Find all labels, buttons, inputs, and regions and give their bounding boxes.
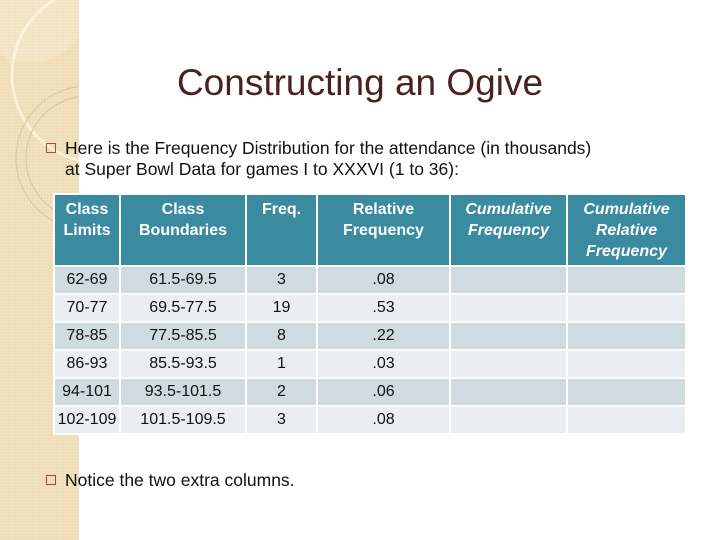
- header-text: Cumulative: [465, 201, 552, 218]
- cell-relative-frequency: .03: [316, 349, 451, 379]
- cell-class-limits: 94-101: [53, 377, 121, 407]
- cell-relative-frequency: .06: [316, 377, 451, 407]
- cell-cumulative-frequency: [449, 321, 568, 351]
- cell-cumulative-frequency: [449, 293, 568, 323]
- hollow-square-bullet-icon: [46, 475, 56, 485]
- header-relative-frequency: Relative Frequency: [316, 193, 451, 267]
- cell-class-boundaries: 101.5-109.5: [119, 405, 247, 435]
- cell-cumulative-relative-frequency: [566, 349, 687, 379]
- bullet-intro-text: Here is the Frequency Distribution for t…: [65, 138, 591, 180]
- header-text: Freq.: [261, 201, 302, 218]
- cell-class-boundaries: 61.5-69.5: [119, 265, 247, 295]
- cell-cumulative-frequency: [449, 265, 568, 295]
- header-text: Boundaries: [138, 222, 227, 239]
- cell-relative-frequency: .22: [316, 321, 451, 351]
- header-text: Relative: [595, 222, 658, 239]
- header-cumulative-frequency: Cumulative Frequency: [449, 193, 568, 267]
- table-row: 86-93 85.5-93.5 1 .03: [53, 349, 687, 379]
- header-text: Class: [65, 201, 109, 218]
- cell-class-boundaries: 77.5-85.5: [119, 321, 247, 351]
- table-row: 70-77 69.5-77.5 19 .53: [53, 293, 687, 323]
- header-text: Relative: [352, 201, 415, 218]
- header-class-boundaries: Class Boundaries: [119, 193, 247, 267]
- header-text: Class: [161, 201, 205, 218]
- hollow-square-bullet-icon: [46, 143, 56, 153]
- cell-freq: 19: [245, 293, 318, 323]
- bullet-intro-line1: Here is the Frequency Distribution for t…: [65, 138, 592, 158]
- cell-freq: 8: [245, 321, 318, 351]
- cell-cumulative-relative-frequency: [566, 377, 687, 407]
- cell-class-boundaries: 93.5-101.5: [119, 377, 247, 407]
- header-text: Frequency: [343, 222, 424, 239]
- header-text: Frequency: [468, 222, 549, 239]
- cell-freq: 3: [245, 405, 318, 435]
- bullet-intro-line2: at Super Bowl Data for games I to XXXVI …: [65, 159, 459, 179]
- cell-cumulative-relative-frequency: [566, 405, 687, 435]
- table-row: 94-101 93.5-101.5 2 .06: [53, 377, 687, 407]
- table-row: 102-109 101.5-109.5 3 .08: [53, 405, 687, 435]
- cell-cumulative-relative-frequency: [566, 293, 687, 323]
- cell-class-limits: 70-77: [53, 293, 121, 323]
- header-class-limits: Class Limits: [53, 193, 121, 267]
- table-header-row: Class Limits Class Boundaries Freq. Relati…: [53, 193, 687, 267]
- header-text: Cumulative: [583, 201, 670, 218]
- slide-title-text: Constructing an Ogive: [176, 62, 544, 103]
- cell-class-boundaries: 85.5-93.5: [119, 349, 247, 379]
- cell-cumulative-relative-frequency: [566, 321, 687, 351]
- cell-class-limits: 78-85: [53, 321, 121, 351]
- cell-relative-frequency: .08: [316, 405, 451, 435]
- cell-freq: 2: [245, 377, 318, 407]
- slide-title: Constructing an Ogive: [0, 62, 720, 104]
- header-text: Frequency: [586, 243, 667, 260]
- header-freq: Freq.: [245, 193, 318, 267]
- table-row: 78-85 77.5-85.5 8 .22: [53, 321, 687, 351]
- frequency-distribution-table: Class Limits Class Boundaries Freq. Relati…: [53, 193, 687, 435]
- cell-freq: 3: [245, 265, 318, 295]
- bullet-notice-text: Notice the two extra columns.: [65, 470, 295, 490]
- cell-freq: 1: [245, 349, 318, 379]
- cell-class-limits: 62-69: [53, 265, 121, 295]
- table-row: 62-69 61.5-69.5 3 .08: [53, 265, 687, 295]
- cell-cumulative-frequency: [449, 349, 568, 379]
- header-text: Limits: [63, 222, 111, 239]
- cell-relative-frequency: .53: [316, 293, 451, 323]
- cell-cumulative-frequency: [449, 405, 568, 435]
- cell-class-limits: 86-93: [53, 349, 121, 379]
- cell-cumulative-relative-frequency: [566, 265, 687, 295]
- cell-class-limits: 102-109: [53, 405, 121, 435]
- cell-relative-frequency: .08: [316, 265, 451, 295]
- decorative-circles-icon: [0, 0, 79, 230]
- header-cumulative-relative-frequency: Cumulative Relative Frequency: [566, 193, 687, 267]
- cell-cumulative-frequency: [449, 377, 568, 407]
- cell-class-boundaries: 69.5-77.5: [119, 293, 247, 323]
